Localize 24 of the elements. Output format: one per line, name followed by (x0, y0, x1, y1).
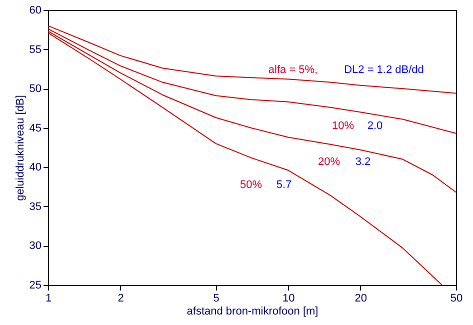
y-tick-label: 25 (29, 280, 42, 292)
annotation: 2.0 (367, 120, 383, 132)
x-tick-label: 5 (213, 292, 220, 304)
x-tick-label: 2 (118, 292, 124, 304)
y-tick-label: 30 (29, 240, 42, 252)
x-axis-title: afstand bron-mikrofoon [m] (186, 306, 318, 318)
annotation: 10% (332, 120, 354, 132)
y-tick-label: 40 (29, 162, 42, 174)
x-tick-label: 1 (45, 292, 52, 304)
x-tick-label: 20 (354, 292, 368, 304)
annotation: DL2 = 1.2 dB/dd (344, 64, 424, 76)
x-tick-label: 50 (450, 292, 463, 304)
y-axis-title: geluiddrukniveau [dB] (14, 95, 26, 201)
y-tick-label: 50 (29, 83, 42, 96)
annotation: 5.7 (276, 179, 292, 191)
y-tick-label: 35 (29, 200, 42, 213)
annotation: 20% (318, 156, 340, 168)
annotation: 50% (240, 179, 262, 191)
x-tick-label: 10 (282, 292, 295, 304)
annotation: alfa = 5%, (268, 64, 318, 76)
y-tick-label: 55 (29, 44, 42, 56)
annotation: 3.2 (355, 156, 371, 168)
y-tick-label: 60 (29, 4, 42, 16)
y-tick-label: 45 (29, 122, 42, 134)
